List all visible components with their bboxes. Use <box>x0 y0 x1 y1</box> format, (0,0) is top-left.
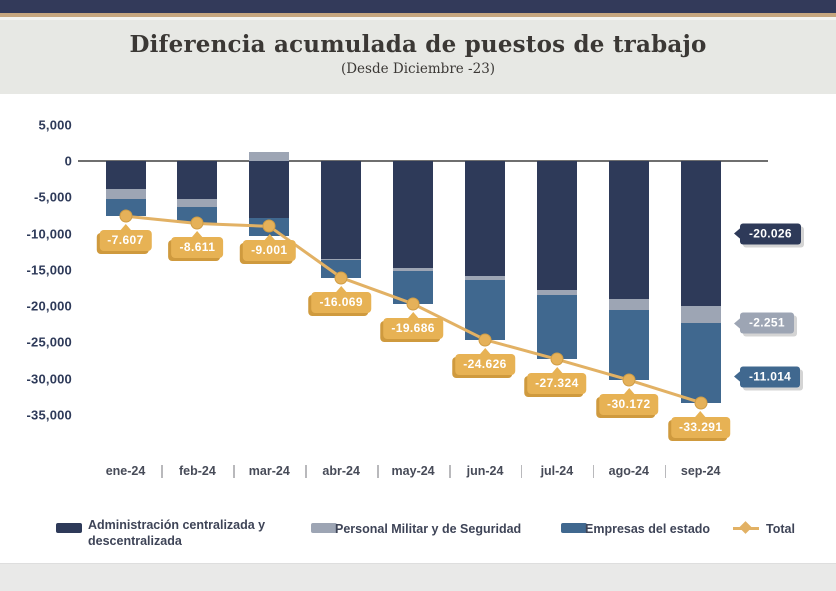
top-navy-bar <box>0 0 836 13</box>
chart-card <box>0 94 836 563</box>
top-gold-line <box>0 13 836 17</box>
page-bottom-strip <box>0 563 836 591</box>
top-white-line <box>0 17 836 20</box>
chart-subtitle: (Desde Diciembre -23) <box>340 61 496 77</box>
chart-title: Diferencia acumulada de puestos de traba… <box>129 31 707 58</box>
chart-header: Diferencia acumulada de puestos de traba… <box>0 20 836 94</box>
